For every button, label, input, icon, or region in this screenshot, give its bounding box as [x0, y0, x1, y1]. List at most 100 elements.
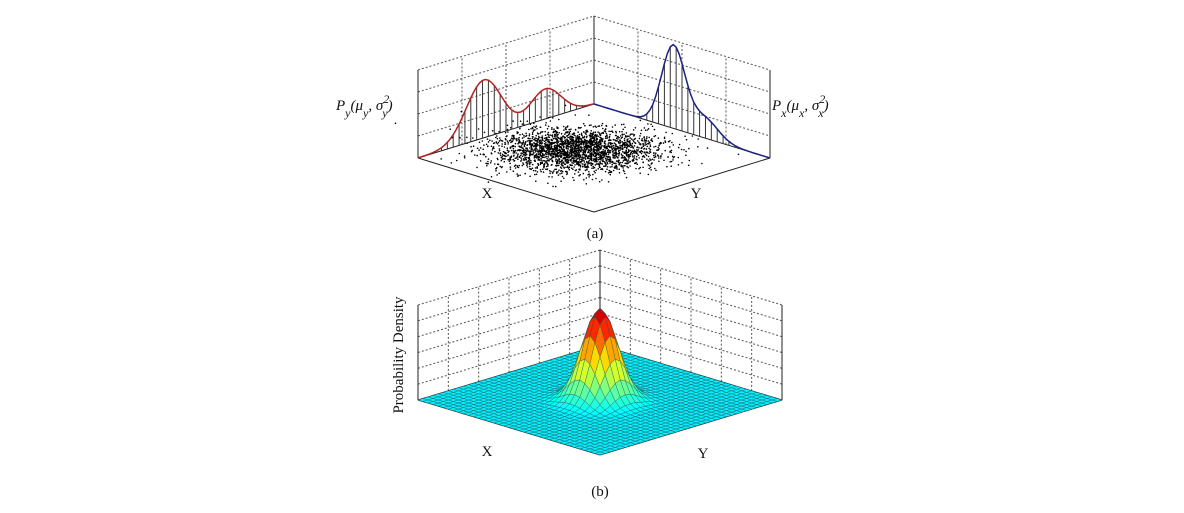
scatter-dot: [491, 149, 494, 151]
label-part: ,: [368, 98, 376, 114]
scatter-dot: [516, 165, 519, 167]
scatter-dot: [635, 167, 637, 170]
scatter-dot: [489, 139, 491, 142]
scatter-dot: [584, 124, 586, 127]
scatter-dot: [657, 137, 660, 139]
scatter-dot: [626, 145, 629, 147]
scatter-dot: [663, 136, 666, 139]
scatter-dot: [542, 147, 544, 149]
scatter-dot: [565, 132, 567, 134]
scatter-dot: [622, 169, 625, 171]
scatter-dot: [616, 168, 618, 170]
scatter-dot: [578, 136, 581, 138]
scatter-dot: [597, 156, 600, 159]
scatter-dot: [577, 150, 580, 153]
scatter-dot: [545, 139, 547, 142]
scatter-dot: [479, 160, 482, 162]
scatter-dot: [518, 156, 521, 159]
scatter-dot: [608, 130, 610, 133]
scatter-dot: [671, 155, 674, 158]
scatter-dot: [490, 152, 493, 155]
scatter-dot: [548, 160, 550, 162]
scatter-dot: [645, 148, 648, 150]
scatter-dot: [501, 143, 504, 145]
scatter-dot: [508, 158, 510, 161]
scatter-dot: [582, 172, 585, 175]
label-part: 2: [383, 92, 389, 106]
scatter-dot: [523, 145, 526, 148]
scatter-dot: [511, 145, 514, 147]
scatter-dot: [541, 135, 544, 137]
scatter-dot: [506, 128, 509, 131]
scatter-dot: [594, 139, 596, 141]
scatter-dot: [623, 170, 625, 173]
scatter-dot: [553, 152, 556, 154]
scatter-dot: [617, 140, 620, 143]
scatter-dot: [561, 162, 563, 164]
scatter-dot: [651, 158, 654, 161]
scatter-dot: [658, 144, 660, 147]
scatter-dot: [565, 147, 568, 149]
scatter-dot: [509, 157, 511, 160]
scatter-dot: [536, 140, 538, 143]
scatter-dot: [654, 167, 656, 170]
scatter-dot: [641, 139, 644, 142]
scatter-dot: [504, 131, 507, 134]
scatter-dot: [546, 153, 548, 156]
scatter-dot: [490, 145, 493, 148]
scatter-dot: [568, 143, 570, 146]
scatter-dot: [538, 144, 540, 146]
scatter-dot: [558, 118, 560, 121]
scatter-dot: [512, 150, 515, 152]
scatter-dot: [593, 141, 596, 143]
scatter-dot: [604, 144, 606, 147]
scatter-dot: [573, 134, 575, 136]
scatter-dot: [520, 157, 522, 159]
scatter-dot: [514, 145, 516, 148]
scatter-dot: [576, 160, 578, 163]
scatter-dot: [589, 174, 591, 176]
scatter-dot: [534, 126, 537, 129]
scatter-dot: [555, 148, 558, 150]
scatter-dot: [554, 168, 556, 171]
scatter-dot: [593, 138, 596, 140]
scatter-dot: [476, 154, 479, 157]
scatter-dot: [598, 125, 601, 127]
scatter-dot: [500, 156, 503, 159]
scatter-dot: [588, 124, 591, 127]
scatter-dot: [541, 155, 543, 158]
scatter-dot: [538, 135, 540, 138]
scatter-dot: [636, 146, 639, 148]
scatter-dot: [663, 159, 665, 162]
scatter-dot: [581, 163, 584, 165]
scatter-dot: [622, 128, 624, 131]
axis-line: [599, 265, 783, 322]
scatter-dot: [543, 137, 546, 140]
scatter-dot: [576, 136, 579, 139]
scatter-dot: [554, 150, 557, 152]
scatter-dot: [613, 155, 615, 157]
scatter-dot: [533, 122, 535, 124]
scatter-dot: [644, 144, 646, 146]
scatter-dot: [611, 150, 614, 153]
scatter-dot: [618, 163, 620, 166]
scatter-dot: [653, 152, 655, 154]
scatter-dot: [514, 167, 517, 169]
scatter-dot: [603, 160, 605, 163]
scatter-dot: [599, 136, 601, 138]
scatter-dot: [670, 151, 672, 154]
scatter-dot: [649, 145, 652, 148]
scatter-dot: [562, 142, 565, 145]
scatter-dot: [632, 133, 634, 135]
scatter-dot: [629, 149, 632, 152]
scatter-dot: [658, 160, 660, 163]
scatter-dot: [602, 152, 605, 155]
scatter-dot: [604, 130, 607, 133]
scatter-dot: [530, 159, 532, 162]
scatter-dot: [619, 140, 621, 142]
scatter-dot: [525, 161, 527, 164]
scatter-dot: [687, 164, 690, 167]
scatter-dot: [554, 185, 557, 188]
scatter-dot: [547, 154, 550, 156]
scatter-dot: [629, 137, 631, 139]
